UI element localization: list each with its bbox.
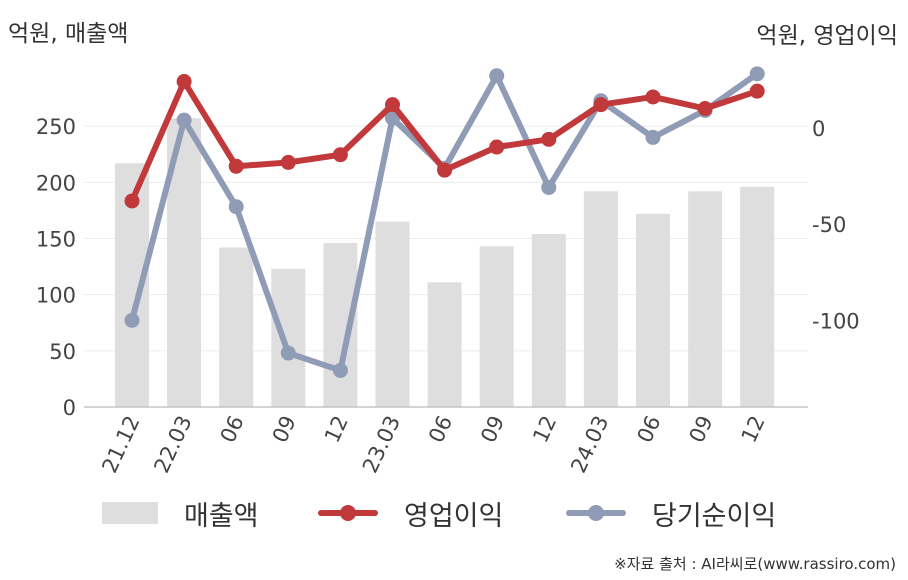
- sales-bar: [583, 191, 618, 407]
- net-income-point: [176, 112, 192, 128]
- right-tick-label: -50: [812, 213, 846, 237]
- x-tick-label: 24.03: [566, 412, 613, 477]
- net-income-point: [124, 312, 140, 328]
- x-tick-label: 09: [476, 412, 509, 446]
- source-credit: ※자료 출처 : AI라씨로(www.rassiro.com): [614, 555, 896, 573]
- x-tick-label: 06: [216, 412, 249, 446]
- sales-bar: [219, 247, 254, 407]
- operating-profit-point: [385, 97, 400, 113]
- sales-bar: [479, 246, 514, 407]
- sales-bar: [531, 234, 566, 407]
- net-income-point: [541, 179, 557, 195]
- left-tick-label: 150: [36, 228, 76, 252]
- net-income-point: [749, 66, 765, 82]
- right-tick-label: 0: [812, 117, 825, 141]
- x-tick-label: 09: [685, 412, 718, 446]
- sales-bar: [427, 282, 462, 407]
- left-tick-label: 0: [63, 396, 76, 420]
- operating-profit-point: [437, 162, 453, 178]
- right-axis-unit-label: 억원, 영업이익: [756, 23, 898, 49]
- net-income-point: [645, 129, 661, 145]
- left-tick-label: 100: [36, 284, 76, 308]
- sales-bar: [688, 191, 723, 407]
- legend-swatch-sales: [102, 502, 158, 524]
- legend-label-sales: 매출액: [184, 500, 259, 532]
- left-tick-label: 200: [36, 171, 76, 195]
- net-income-point: [228, 199, 244, 215]
- x-tick-label: 22.03: [149, 412, 196, 477]
- net-income-point: [332, 362, 348, 378]
- net-income-point: [280, 345, 296, 361]
- left-tick-label: 250: [36, 115, 76, 139]
- x-tick-label: 06: [632, 412, 665, 446]
- legend-label-net-income: 당기순이익: [652, 500, 777, 532]
- x-tick-label: 12: [320, 412, 353, 446]
- right-tick-label: -100: [812, 309, 860, 333]
- operating-profit-point: [645, 89, 661, 105]
- operating-profit-point: [593, 97, 609, 113]
- legend-item-net-income: 당기순이익: [566, 488, 776, 538]
- operating-profit-point: [124, 193, 140, 209]
- x-tick-label: 12: [737, 412, 770, 446]
- sales-bar: [375, 221, 410, 407]
- operating-profit-point: [697, 101, 713, 117]
- x-tick-label: 09: [268, 412, 301, 446]
- sales-bar: [271, 268, 306, 407]
- net-income-point: [385, 110, 400, 126]
- legend-item-operating-profit: 영업이익: [318, 488, 503, 538]
- operating-profit-point: [228, 158, 244, 174]
- x-tick-label: 06: [424, 412, 457, 446]
- operating-profit-line: [129, 78, 761, 204]
- left-tick-label: 50: [49, 340, 76, 364]
- legend-label-operating-profit: 영업이익: [404, 500, 504, 532]
- legend-item-sales: 매출액: [102, 488, 259, 538]
- x-tick-label: 12: [528, 412, 561, 446]
- sales-bar: [740, 186, 775, 407]
- x-tick-label: 23.03: [358, 412, 405, 477]
- operating-profit-point: [280, 154, 296, 170]
- legend-swatch-operating-profit: [318, 502, 378, 524]
- operating-profit-point: [749, 83, 765, 99]
- operating-profit-point: [176, 74, 192, 90]
- net-income-point: [489, 68, 505, 84]
- operating-profit-point: [489, 139, 505, 155]
- x-tick-label: 21.12: [97, 412, 144, 477]
- chart-legend: 매출액 영업이익 당기순이익: [0, 488, 908, 538]
- operating-profit-point: [332, 147, 348, 163]
- operating-profit-point: [541, 131, 557, 147]
- sales-bar: [636, 213, 670, 407]
- legend-swatch-net-income: [566, 502, 626, 524]
- profit-lines: [124, 66, 765, 378]
- left-axis-unit-label: 억원, 매출액: [8, 21, 129, 47]
